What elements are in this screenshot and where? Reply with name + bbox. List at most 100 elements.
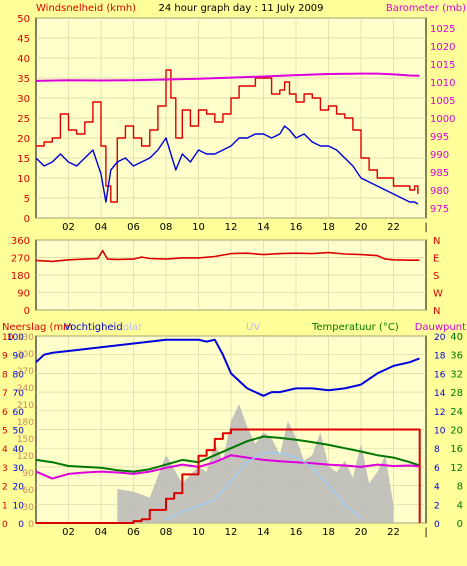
weather-panel-x-tick-label: 06 <box>127 527 140 538</box>
rain-tick-label: 1 <box>2 501 8 511</box>
wind-panel-x-tick-label: 16 <box>290 222 303 233</box>
uv-tick-label: 20 <box>434 333 446 343</box>
compass-tick-label: N <box>433 236 440 247</box>
direction-tick-label: 90 <box>17 289 30 300</box>
solar-tick-label: 210 <box>17 401 34 411</box>
humidity-legend-label: Vochtigheid <box>64 322 123 333</box>
humidity-tick-label: 20 <box>13 483 25 493</box>
temperature-tick-label: 32 <box>450 369 463 380</box>
rain-tick-label: 4 <box>2 445 8 455</box>
uv-tick-label: 6 <box>434 464 440 474</box>
chart-title: 24 hour graph day : 11 July 2009 <box>158 3 323 14</box>
wind-panel-x-tick-label-end: | <box>424 222 427 233</box>
wind-speed-tick-label: 5 <box>24 194 30 205</box>
wind-speed-tick-label: 30 <box>17 94 30 105</box>
uv-index-line <box>165 452 362 520</box>
rain-tick-label: 2 <box>2 483 8 493</box>
direction-tick-label: 270 <box>11 254 30 265</box>
solar-tick-label: 120 <box>17 452 34 462</box>
humidity-tick-label: 100 <box>7 333 24 343</box>
barometer-tick-label: 1025 <box>430 24 455 35</box>
wind-panel-x-tick-label: 12 <box>225 222 238 233</box>
rain-line <box>36 428 421 524</box>
wind-panel-x-tick-label: 08 <box>160 222 173 233</box>
temperature-tick-label: 36 <box>450 351 463 362</box>
uv-tick-label: 0 <box>434 520 440 530</box>
uv-tick-label: 10 <box>434 427 446 437</box>
solar-radiation-area <box>117 404 394 523</box>
solar-tick-label: 240 <box>17 384 34 394</box>
compass-tick-label: S <box>433 271 439 282</box>
weather-panel-x-tick-label: 16 <box>290 527 303 538</box>
uv-legend-label: UV <box>246 322 260 333</box>
rain-tick-label: 7 <box>2 389 8 399</box>
compass-tick-label: N <box>433 306 440 317</box>
weather-panel-x-tick-label: 10 <box>192 527 205 538</box>
temperature-tick-label: 16 <box>450 444 463 455</box>
weather-panel-x-tick-label: 04 <box>95 527 108 538</box>
weather-panel-x-tick-label: 22 <box>387 527 400 538</box>
solar-tick-label: 150 <box>17 435 34 445</box>
average-line <box>35 125 419 205</box>
direction-tick-label: 0 <box>24 306 30 317</box>
weather-panel-x-tick-label: 18 <box>322 527 335 538</box>
gust-line <box>36 69 419 203</box>
solar-tick-label: 30 <box>23 503 35 513</box>
weather-panel-x-tick-label: 02 <box>62 527 75 538</box>
temperature-tick-label: 4 <box>457 500 463 511</box>
uv-tick-label: 12 <box>434 408 445 418</box>
weather-panel-x-tick-label-end: | <box>424 527 427 538</box>
humidity-tick-label: 90 <box>13 352 25 362</box>
temperature-tick-label: 8 <box>457 482 463 493</box>
wind-direction-line <box>35 249 420 263</box>
wind-speed-tick-label: 40 <box>17 54 30 65</box>
barometer-tick-label: 990 <box>430 150 449 161</box>
solar-tick-label: 270 <box>17 367 34 377</box>
uv-tick-label: 18 <box>434 352 446 362</box>
wind-panel-x-tick-label: 04 <box>95 222 108 233</box>
temperature-line <box>35 435 420 473</box>
rain-tick-label: 9 <box>2 352 8 362</box>
temperature-legend-label: Temperatuur (°C) <box>311 322 399 333</box>
humidity-tick-label: 30 <box>13 464 25 474</box>
temperature-tick-label: 40 <box>450 332 463 343</box>
humidity-tick-label: 10 <box>13 501 25 511</box>
barometer-tick-label: 1010 <box>430 78 455 89</box>
barometer-tick-label: 985 <box>430 168 449 179</box>
uv-tick-label: 4 <box>434 483 440 493</box>
wind-panel-x-tick-label: 06 <box>127 222 140 233</box>
dewpoint-line <box>35 454 420 480</box>
weather-panel-x-tick-label: 12 <box>225 527 238 538</box>
wind-panel-x-tick-label: 02 <box>62 222 75 233</box>
rain-tick-label: 10 <box>2 333 14 343</box>
barometer-tick-label: 995 <box>430 132 449 143</box>
compass-tick-label: E <box>433 254 439 265</box>
weather-panel-x-tick-label: 08 <box>160 527 173 538</box>
wind-speed-tick-label: 25 <box>17 114 30 125</box>
humidity-tick-label: 70 <box>13 389 25 399</box>
temperature-tick-label: 24 <box>450 407 463 418</box>
solar-tick-label: 330 <box>17 333 34 343</box>
wind-speed-tick-label: 50 <box>17 14 30 25</box>
wind-panel-x-tick-label: 18 <box>322 222 335 233</box>
wind-speed-axis-title: Windsnelheid (kmh) <box>36 3 136 14</box>
dewpoint-legend-label: Dauwpunt <box>415 322 466 333</box>
rain-tick-label: 6 <box>2 408 8 418</box>
barometer-tick-label: 1000 <box>430 114 455 125</box>
uv-tick-label: 16 <box>434 370 446 380</box>
humidity-tick-label: 60 <box>13 408 25 418</box>
solar-tick-label: 0 <box>28 520 34 530</box>
wind-speed-tick-label: 10 <box>17 174 30 185</box>
temperature-tick-label: 28 <box>450 388 463 399</box>
compass-tick-label: W <box>433 289 443 300</box>
temperature-tick-label: 20 <box>450 426 463 437</box>
weather-panel-x-tick-label: 14 <box>257 527 270 538</box>
humidity-tick-label: 0 <box>18 520 24 530</box>
uv-tick-label: 8 <box>434 445 440 455</box>
direction-tick-label: 180 <box>11 271 30 282</box>
direction-tick-label: 360 <box>11 236 30 247</box>
solar-tick-label: 300 <box>17 350 34 360</box>
temperature-tick-label: 12 <box>450 463 463 474</box>
solar-tick-label: 60 <box>23 486 35 496</box>
